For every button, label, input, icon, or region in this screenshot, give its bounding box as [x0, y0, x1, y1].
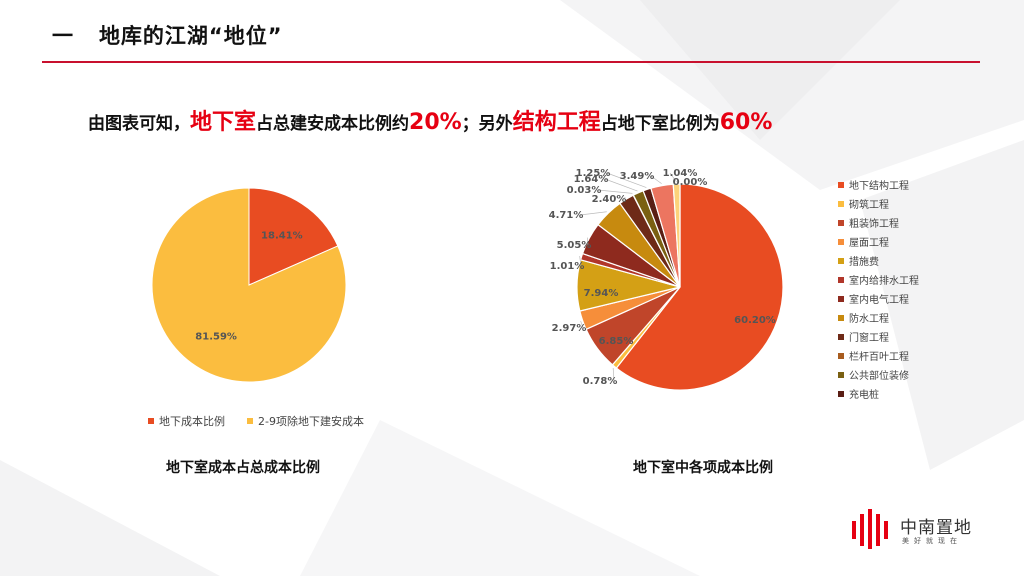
headline-highlight-1: 地下室 [190, 110, 257, 135]
legend-item-8: 门窗工程 [838, 332, 919, 351]
pie-slice-0 [615, 183, 784, 391]
legend-label: 地下成本比例 [159, 415, 225, 428]
pie-data-label-7: 4.71% [549, 210, 584, 221]
legend-label: 砌筑工程 [849, 200, 889, 211]
legend-swatch [838, 239, 844, 245]
company-slogan: 美好就现在 [902, 537, 962, 545]
headline-part-2: 占总建安成本比例约 [256, 114, 410, 134]
headline-part-3: ；另外 [461, 114, 513, 134]
leader-line-1 [612, 367, 615, 382]
legend-label: 充电桩 [849, 390, 879, 401]
pie-data-label-6: 5.05% [557, 240, 592, 251]
legend-label: 防水工程 [849, 314, 889, 325]
legend-basement-cost: 地下结构工程 砌筑工程粗装饰工程屋面工程措施费室内给排水工程 室内电气工程 防水工程门… [838, 180, 919, 408]
legend-total-cost: 地下成本比例 2-9项除地下建安成本 [148, 413, 386, 429]
pie-slice-0 [248, 187, 339, 286]
pie-slice-1 [151, 187, 347, 383]
legend-label: 粗装饰工程 [849, 219, 899, 230]
legend-label: 屋面工程 [849, 238, 889, 249]
legend-item-1: 2-9项除地下建安成本 [247, 413, 364, 429]
legend-swatch [247, 418, 253, 424]
legend-item-10: 公共部位装修 [838, 370, 919, 389]
title-divider [42, 61, 980, 63]
legend-swatch [838, 277, 844, 283]
headline-highlight-4: 60% [719, 110, 773, 135]
legend-label: 地下结构工程 [849, 181, 909, 192]
headline-highlight-3: 结构工程 [512, 110, 601, 135]
legend-label: 2-9项除地下建安成本 [258, 415, 364, 428]
legend-item-7: 防水工程 [838, 313, 919, 332]
headline-part-1: 由图表可知， [88, 114, 190, 134]
pie-data-label-10: 1.64% [574, 174, 609, 185]
legend-item-1: 砌筑工程 [838, 199, 919, 218]
headline: 由图表可知，地下室占总建安成本比例约20%；另外结构工程占地下室比例为60% [88, 104, 772, 136]
pie-data-label-13: 1.04% [663, 168, 698, 179]
leader-line-8 [622, 197, 626, 200]
pie-data-label-14: 0.00% [673, 177, 708, 188]
leader-line-13 [669, 172, 677, 183]
legend-item-2: 粗装饰工程 [838, 218, 919, 237]
legend-swatch [838, 391, 844, 397]
pie-data-label-3: 2.97% [552, 323, 587, 334]
leader-line-3 [580, 320, 584, 329]
pie-data-label-9: 0.03% [567, 185, 602, 196]
legend-swatch [838, 296, 844, 302]
legend-item-3: 屋面工程 [838, 237, 919, 256]
leader-line-5 [579, 256, 582, 267]
pie-data-label-12: 3.49% [620, 171, 655, 182]
company-logo-icon [852, 509, 888, 549]
legend-swatch [838, 182, 844, 188]
legend-label: 栏杆百叶工程 [849, 352, 909, 363]
legend-item-9: 栏杆百叶工程 [838, 351, 919, 370]
leader-line-9 [597, 189, 633, 194]
legend-label: 措施费 [849, 257, 879, 268]
leader-line-10 [604, 178, 638, 192]
legend-label: 室内电气工程 [849, 295, 909, 306]
pie-data-label-11: 1.25% [576, 168, 611, 179]
legend-swatch [838, 315, 844, 321]
legend-swatch [838, 258, 844, 264]
pie-data-label-2: 6.85% [599, 336, 634, 347]
legend-item-11: 充电桩 [838, 389, 919, 408]
legend-swatch [838, 220, 844, 226]
legend-swatch [148, 418, 154, 424]
leader-line-7 [579, 211, 607, 216]
pie-data-label-0: 18.41% [261, 231, 303, 242]
headline-highlight-2: 20% [409, 110, 462, 135]
leader-line-12 [650, 175, 662, 184]
headline-part-4: 占地下室比例为 [600, 114, 720, 134]
legend-swatch [838, 372, 844, 378]
legend-label: 公共部位装修 [849, 371, 909, 382]
chart-caption-right: 地下室中各项成本比例 [633, 460, 773, 476]
slide-title-text: 地库的江湖“地位” [98, 24, 283, 48]
pie-data-label-1: 0.78% [583, 376, 618, 387]
legend-label: 室内给排水工程 [849, 276, 919, 287]
leader-line-11 [606, 172, 647, 188]
pie-data-label-5: 1.01% [550, 261, 585, 272]
legend-item-4: 措施费 [838, 256, 919, 275]
legend-swatch [838, 201, 844, 207]
legend-swatch [838, 353, 844, 359]
legend-item-0: 地下结构工程 [838, 180, 919, 199]
slide-title: 一 地库的江湖“地位” [52, 20, 283, 50]
legend-label: 门窗工程 [849, 333, 889, 344]
pie-data-label-0: 60.20% [734, 315, 776, 326]
legend-item-6: 室内电气工程 [838, 294, 919, 313]
slide-title-number: 一 [52, 24, 74, 48]
leader-line-6 [587, 237, 589, 246]
pie-data-label-4: 7.94% [584, 288, 619, 299]
legend-item-5: 室内给排水工程 [838, 275, 919, 294]
legend-swatch [838, 334, 844, 340]
pie-slice-13 [672, 183, 681, 288]
company-name: 中南置地 [900, 518, 972, 538]
legend-item-0: 地下成本比例 [148, 413, 225, 429]
chart-caption-left: 地下室成本占总成本比例 [166, 460, 320, 476]
pie-data-label-1: 81.59% [195, 331, 237, 342]
pie-data-label-8: 2.40% [592, 194, 627, 205]
